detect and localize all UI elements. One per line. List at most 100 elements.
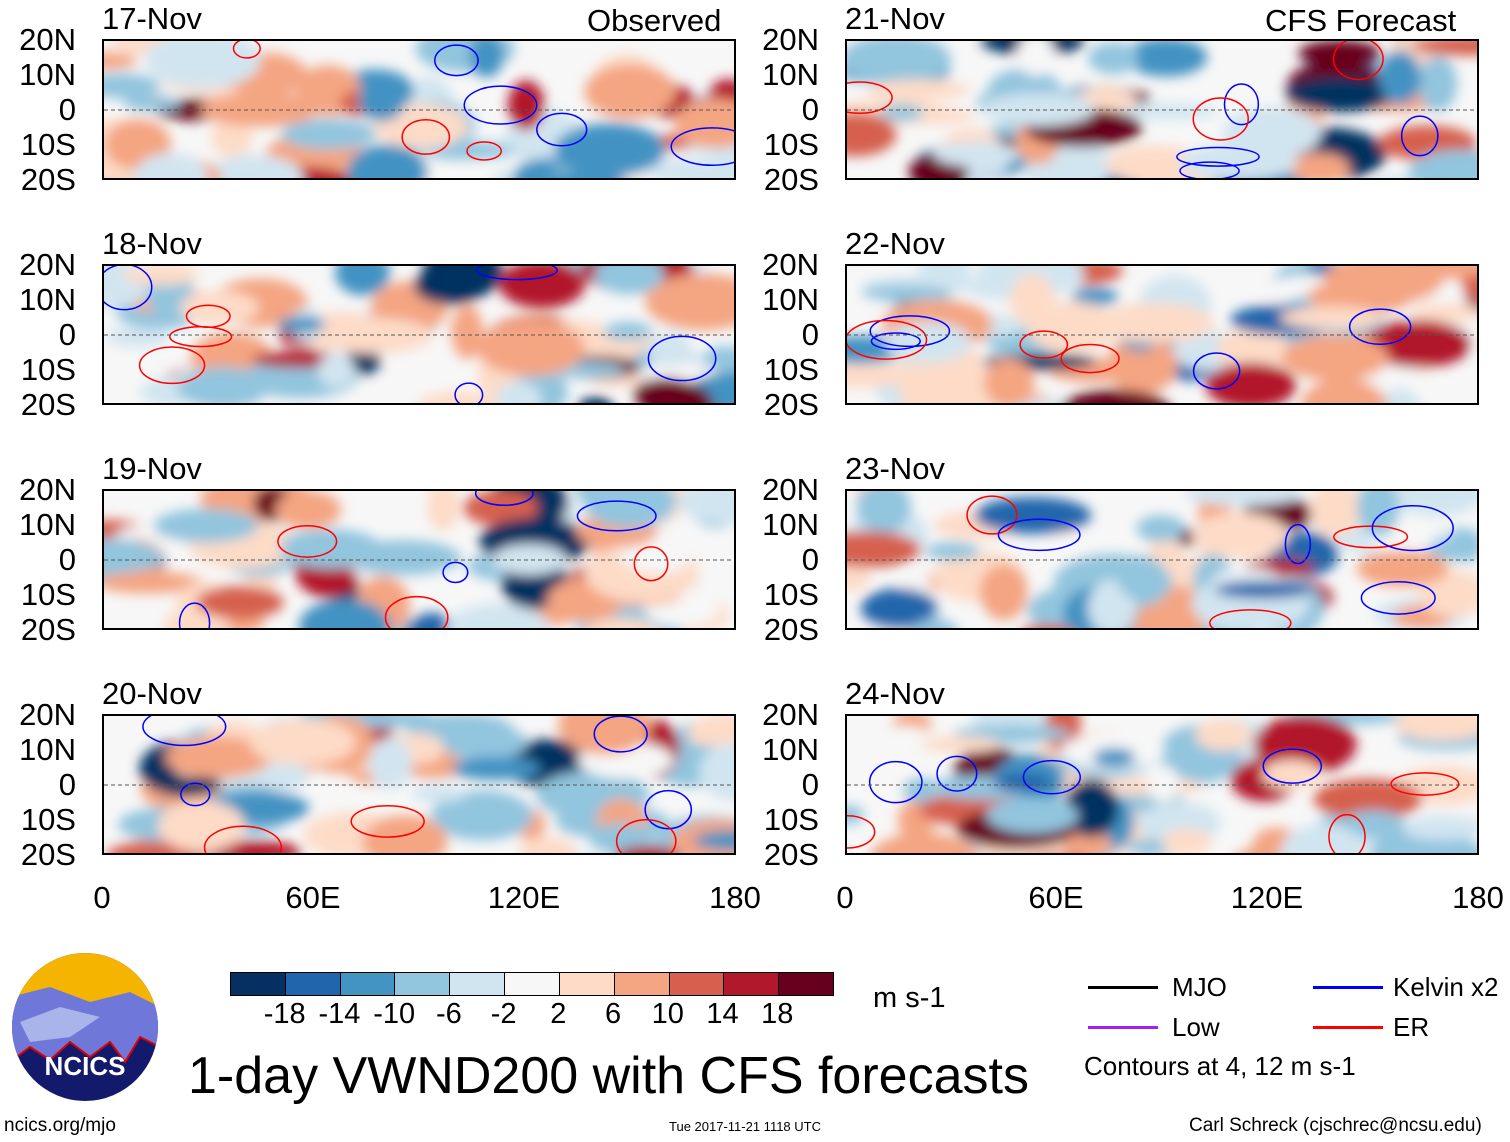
er-contour bbox=[847, 319, 928, 360]
kelvin-contour bbox=[1400, 115, 1439, 157]
colorbar-units: m s-1 bbox=[873, 982, 946, 1014]
wind-anomaly-blob bbox=[847, 363, 921, 388]
lat-tick-label: 10N bbox=[19, 507, 76, 542]
wind-anomaly-blob bbox=[847, 112, 897, 157]
kelvin-contour bbox=[869, 315, 951, 348]
lat-tick-label: 0 bbox=[801, 317, 819, 352]
wind-anomaly-blob bbox=[1408, 149, 1477, 178]
kelvin-contour bbox=[997, 518, 1081, 552]
map-panel bbox=[845, 264, 1479, 405]
wind-anomaly-blob bbox=[866, 79, 970, 100]
er-contour bbox=[203, 825, 283, 853]
colorbar-swatch bbox=[340, 973, 396, 995]
er-contour bbox=[615, 819, 677, 853]
wind-anomaly-blob bbox=[1092, 748, 1136, 768]
legend-low: Low bbox=[1172, 1012, 1220, 1042]
er-contour bbox=[350, 805, 425, 838]
wind-anomaly-blob bbox=[1026, 624, 1069, 628]
wind-anomaly-blob bbox=[122, 94, 182, 112]
wind-anomaly-blob bbox=[678, 491, 734, 524]
wind-anomaly-blob bbox=[445, 603, 551, 628]
legend-mjo-line bbox=[1088, 986, 1158, 989]
colorbar-swatch bbox=[450, 973, 506, 995]
kelvin-contour bbox=[142, 716, 227, 747]
panel-date-label: 19-Nov bbox=[102, 451, 202, 486]
wind-anomaly-blob bbox=[104, 52, 138, 70]
wind-anomaly-blob bbox=[699, 743, 734, 801]
colorbar-tick-label: 2 bbox=[550, 998, 567, 1030]
map-panel bbox=[102, 264, 736, 405]
legend-er-line bbox=[1313, 1026, 1383, 1029]
wind-anomaly-blob bbox=[277, 316, 326, 333]
wind-anomaly-blob bbox=[1214, 581, 1312, 599]
colorbar-tick-label: 14 bbox=[706, 998, 739, 1030]
wind-anomaly-blob bbox=[335, 266, 391, 296]
wind-anomaly-blob bbox=[1401, 815, 1477, 841]
wind-anomaly-blob bbox=[861, 284, 951, 302]
wind-anomaly-blob bbox=[507, 80, 545, 131]
wind-anomaly-blob bbox=[899, 363, 1013, 403]
wind-anomaly-blob bbox=[1364, 320, 1472, 368]
footer-url[interactable]: ncics.org/mjo bbox=[4, 1115, 116, 1136]
lat-tick-label: 20N bbox=[19, 472, 76, 507]
wind-anomaly-blob bbox=[280, 118, 377, 150]
wind-anomaly-blob bbox=[1125, 41, 1208, 77]
wind-anomaly-blob bbox=[1411, 41, 1477, 56]
colorbar-tick-label: 18 bbox=[761, 998, 794, 1030]
wind-anomaly-blob bbox=[1194, 718, 1252, 751]
wind-anomaly-blob bbox=[1116, 555, 1167, 601]
wind-anomaly-blob bbox=[1136, 514, 1186, 542]
lat-tick-label: 20N bbox=[19, 697, 76, 732]
er-contour bbox=[466, 141, 503, 161]
legend-kelvin: Kelvin x2 bbox=[1393, 972, 1499, 1002]
wind-anomaly-blob bbox=[122, 266, 200, 286]
lat-tick-label: 20N bbox=[19, 247, 76, 282]
wind-anomaly-blob bbox=[981, 92, 1095, 127]
wind-anomaly-blob bbox=[368, 737, 413, 790]
lat-tick-label: 10N bbox=[19, 732, 76, 767]
wind-anomaly-blob bbox=[422, 266, 503, 300]
wind-anomaly-blob bbox=[979, 564, 1029, 621]
wind-anomaly-blob bbox=[879, 104, 924, 122]
lat-tick-label: 20N bbox=[762, 472, 819, 507]
wind-anomaly-blob bbox=[196, 585, 284, 619]
lat-tick-label: 10S bbox=[20, 352, 76, 387]
wind-anomaly-blob bbox=[343, 540, 462, 576]
lon-tick-label: 0 bbox=[93, 880, 111, 915]
wind-anomaly-blob bbox=[687, 716, 734, 754]
lon-tick-label: 60E bbox=[285, 880, 341, 915]
wind-anomaly-blob bbox=[693, 830, 734, 851]
wind-anomaly-blob bbox=[847, 41, 952, 85]
lat-tick-label: 10S bbox=[763, 127, 819, 162]
wind-anomaly-blob bbox=[1026, 300, 1117, 354]
wind-anomaly-blob bbox=[518, 836, 577, 853]
wind-anomaly-blob bbox=[462, 491, 538, 526]
wind-anomaly-blob bbox=[583, 491, 676, 528]
map-panel bbox=[845, 714, 1479, 855]
wind-anomaly-blob bbox=[1279, 824, 1367, 853]
wind-anomaly-blob bbox=[986, 797, 1079, 834]
wind-anomaly-blob bbox=[1161, 828, 1212, 853]
wind-anomaly-blob bbox=[427, 491, 460, 532]
lat-tick-label: 10S bbox=[763, 577, 819, 612]
wind-anomaly-blob bbox=[871, 833, 978, 853]
kelvin-contour bbox=[1262, 748, 1323, 784]
map-panel bbox=[845, 489, 1479, 630]
wind-anomaly-blob bbox=[104, 538, 162, 575]
colorbar-swatch bbox=[395, 973, 451, 995]
panel-date-label: 18-Nov bbox=[102, 226, 202, 261]
lat-tick-label: 20S bbox=[20, 612, 76, 647]
wind-anomaly-blob bbox=[1147, 765, 1180, 802]
wind-anomaly-blob bbox=[1279, 306, 1383, 330]
colorbar-swatch bbox=[559, 973, 615, 995]
er-contour bbox=[1333, 525, 1409, 549]
lat-tick-label: 20N bbox=[762, 697, 819, 732]
lat-tick-label: 20N bbox=[762, 22, 819, 57]
wind-anomaly-blob bbox=[1106, 335, 1178, 395]
wind-anomaly-blob bbox=[249, 718, 357, 766]
wind-anomaly-blob bbox=[317, 353, 356, 388]
legend-kelvin-line bbox=[1313, 986, 1383, 989]
footer-author: Carl Schreck (cjschrec@ncsu.edu) bbox=[1189, 1115, 1482, 1136]
lon-tick-label: 60E bbox=[1028, 880, 1084, 915]
